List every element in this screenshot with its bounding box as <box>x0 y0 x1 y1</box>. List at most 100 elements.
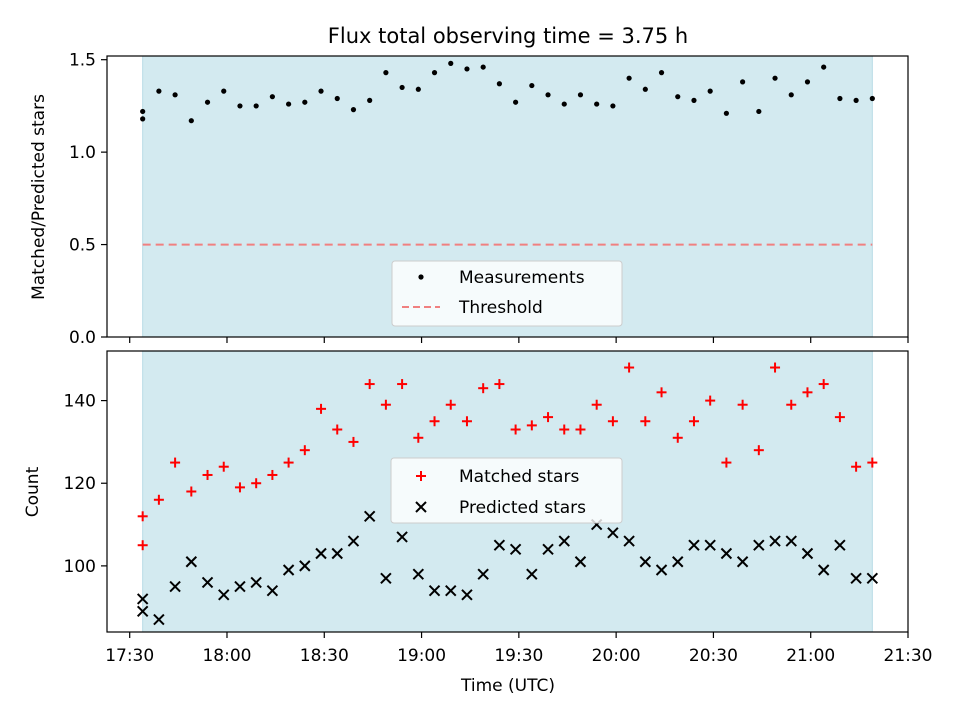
measurements-point <box>448 60 454 66</box>
matched-stars-point <box>283 457 294 468</box>
flux-ratio-panel: Flux total observing time = 3.75 h 0.0 0.… <box>29 24 909 348</box>
measurements-point <box>269 94 275 100</box>
matched-stars-point <box>770 362 781 373</box>
measurements-point <box>383 70 389 76</box>
matched-stars-point <box>299 445 310 456</box>
matched-stars-point <box>494 379 505 390</box>
measurements-point <box>772 75 778 81</box>
matched-stars-point <box>867 457 878 468</box>
predicted-stars-point <box>380 572 392 584</box>
measurements-point <box>837 95 843 102</box>
measurements-point <box>480 64 486 70</box>
y-tick-label: 120 <box>64 474 96 494</box>
matched-stars-point <box>543 412 554 423</box>
measurements-point <box>707 88 713 94</box>
y-tick-label: 0.0 <box>69 328 96 348</box>
predicted-stars-point <box>299 560 311 572</box>
predicted-stars-point <box>250 576 262 589</box>
matched-stars-point <box>672 432 683 443</box>
matched-stars-point <box>818 379 829 390</box>
matched-stars-point <box>834 412 845 423</box>
matched-stars-point <box>559 424 570 435</box>
matched-stars-point <box>380 399 391 410</box>
matched-stars-point <box>267 469 278 480</box>
legend-box <box>391 260 623 327</box>
legend-marker-measurements <box>418 274 424 280</box>
measurements-point <box>577 92 584 98</box>
measurements-point <box>140 108 146 115</box>
predicted-stars-point <box>136 605 149 618</box>
measurements-point <box>594 101 600 107</box>
matched-stars-point <box>251 478 262 489</box>
x-tick-label: 18:00 <box>202 646 251 666</box>
matched-stars-point <box>461 416 472 427</box>
matched-stars-point <box>218 461 229 472</box>
measurements-point <box>723 110 729 116</box>
y-tick-label: 1.0 <box>69 143 96 163</box>
predicted-stars-point <box>412 568 425 580</box>
predicted-stars-point <box>720 547 733 560</box>
y-axis-label: Count <box>23 466 43 517</box>
matched-stars-point <box>186 486 197 497</box>
predicted-stars-point <box>493 539 506 551</box>
predicted-stars-point <box>704 539 716 551</box>
measurements-point <box>302 99 308 105</box>
measurements-point <box>658 70 665 76</box>
x-tick-label: 21:00 <box>786 646 835 666</box>
predicted-stars-point <box>445 584 457 597</box>
y-tick-label: 1.5 <box>69 51 96 71</box>
matched-stars-point <box>202 469 213 480</box>
matched-stars-point <box>348 436 359 447</box>
predicted-stars-point <box>672 556 684 568</box>
predicted-stars-point <box>282 564 295 576</box>
plot-frame <box>106 350 909 633</box>
legend-marker-predicted <box>415 501 427 513</box>
matched-stars-point <box>397 379 408 390</box>
measurements-point <box>626 75 632 81</box>
predicted-stars-point <box>363 510 376 523</box>
predicted-stars-point <box>218 589 230 601</box>
predicted-stars-point <box>234 580 246 593</box>
measurements-point <box>253 103 259 109</box>
predicted-stars-point <box>558 535 570 547</box>
predicted-stars-point <box>817 564 830 576</box>
matched-stars-point <box>591 399 602 410</box>
predicted-stars-point <box>801 547 814 560</box>
x-tick-label: 19:30 <box>494 646 543 666</box>
matched-stars-point <box>364 379 375 390</box>
predicted-stars-point <box>266 584 279 597</box>
predicted-stars-point <box>153 613 165 626</box>
legend-label-predicted: Predicted stars <box>459 498 586 518</box>
x-tick-label: 18:30 <box>300 646 349 666</box>
measurements-point <box>188 118 194 124</box>
measurements-point <box>399 84 405 91</box>
predicted-stars-point <box>866 572 879 584</box>
legend-label-matched: Matched stars <box>459 467 579 487</box>
matched-stars-point <box>332 424 343 435</box>
predicted-stars-point <box>623 535 635 547</box>
matched-stars-point <box>413 432 424 443</box>
predicted-stars-point <box>331 547 343 560</box>
legend: Matched stars Predicted stars <box>390 457 623 524</box>
matched-stars-point <box>526 420 537 431</box>
predicted-stars-point <box>769 535 781 547</box>
measurements-point <box>204 99 211 105</box>
matched-stars-point <box>170 457 181 468</box>
matched-stars-point <box>802 387 813 398</box>
x-tick-label: 19:00 <box>397 646 446 666</box>
legend-marker-matched <box>416 471 426 481</box>
measurements-point <box>691 97 697 103</box>
y-tick-label: 0.5 <box>69 236 96 256</box>
measurements-point <box>642 86 648 92</box>
matched-stars-point <box>575 424 586 435</box>
measurements-point <box>367 97 373 103</box>
measurements-point <box>350 107 357 113</box>
matched-stars-point <box>705 395 716 406</box>
measurements-point <box>431 70 438 76</box>
measurements-point <box>788 92 794 98</box>
measurements-point <box>221 88 227 94</box>
matched-stars-point <box>316 403 327 414</box>
measurements-point <box>464 66 470 72</box>
y-tick-label: 140 <box>64 392 96 412</box>
